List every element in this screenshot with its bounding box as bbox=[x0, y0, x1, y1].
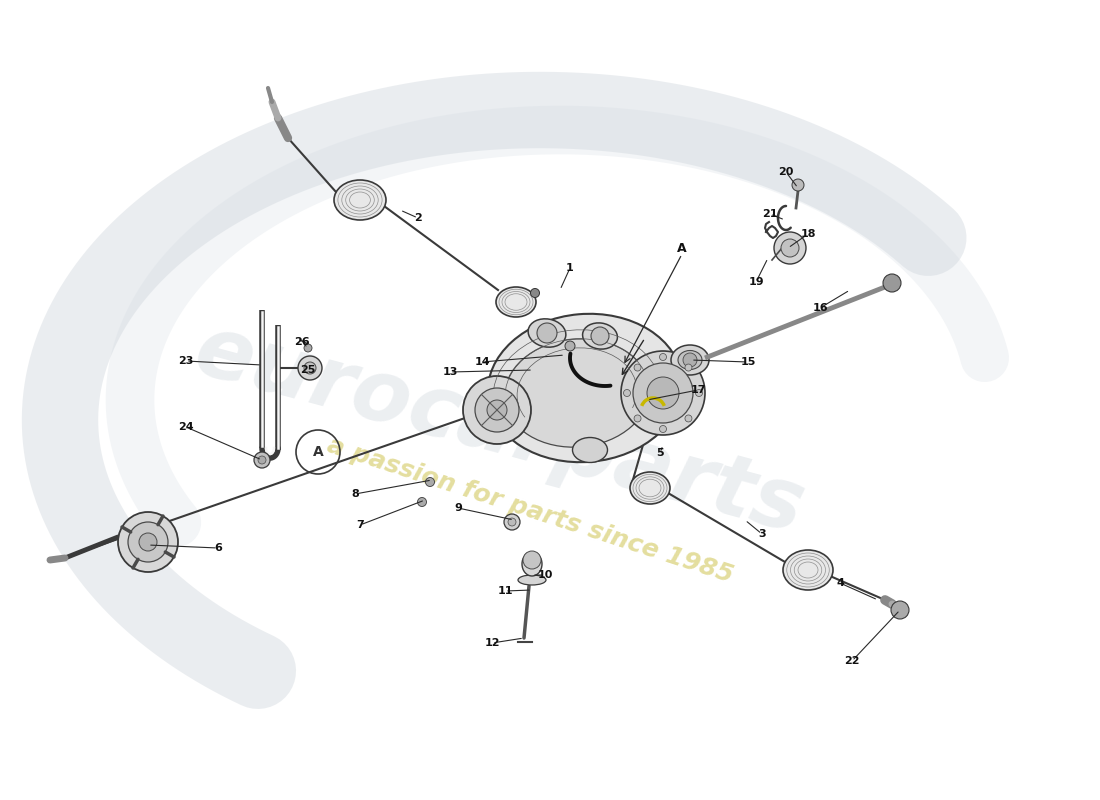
Ellipse shape bbox=[671, 345, 710, 375]
Text: 12: 12 bbox=[484, 638, 499, 648]
Text: 7: 7 bbox=[356, 520, 364, 530]
Text: 5: 5 bbox=[657, 448, 663, 458]
Circle shape bbox=[634, 415, 641, 422]
Circle shape bbox=[475, 388, 519, 432]
Text: 1: 1 bbox=[566, 263, 574, 273]
Circle shape bbox=[647, 377, 679, 409]
Circle shape bbox=[487, 400, 507, 420]
Text: 6: 6 bbox=[214, 543, 222, 553]
Text: 20: 20 bbox=[779, 167, 794, 177]
Circle shape bbox=[634, 364, 641, 371]
Text: 19: 19 bbox=[748, 277, 763, 287]
Text: 11: 11 bbox=[497, 586, 513, 596]
Text: 9: 9 bbox=[454, 503, 462, 513]
Circle shape bbox=[632, 363, 693, 423]
Circle shape bbox=[685, 364, 692, 371]
Circle shape bbox=[298, 356, 322, 380]
Text: 8: 8 bbox=[351, 489, 359, 499]
Text: 10: 10 bbox=[537, 570, 552, 580]
Ellipse shape bbox=[583, 323, 617, 349]
Text: 24: 24 bbox=[178, 422, 194, 432]
Text: A: A bbox=[312, 445, 323, 459]
Circle shape bbox=[537, 323, 557, 343]
Ellipse shape bbox=[505, 339, 649, 447]
Circle shape bbox=[128, 522, 168, 562]
Circle shape bbox=[522, 551, 541, 569]
Ellipse shape bbox=[572, 438, 607, 462]
Text: 4: 4 bbox=[836, 578, 844, 588]
Circle shape bbox=[304, 362, 316, 374]
Circle shape bbox=[660, 426, 667, 433]
Circle shape bbox=[118, 512, 178, 572]
Text: a passion for parts since 1985: a passion for parts since 1985 bbox=[323, 433, 736, 587]
Circle shape bbox=[463, 376, 531, 444]
Text: 21: 21 bbox=[762, 209, 778, 219]
Circle shape bbox=[254, 452, 270, 468]
Circle shape bbox=[508, 518, 516, 526]
Text: 3: 3 bbox=[758, 529, 766, 539]
Text: 22: 22 bbox=[845, 656, 860, 666]
Text: 16: 16 bbox=[812, 303, 828, 313]
Ellipse shape bbox=[678, 350, 702, 370]
Circle shape bbox=[624, 390, 630, 397]
Circle shape bbox=[426, 478, 434, 486]
Ellipse shape bbox=[528, 319, 565, 347]
Text: 17: 17 bbox=[691, 385, 706, 395]
Ellipse shape bbox=[334, 180, 386, 220]
Text: 14: 14 bbox=[474, 357, 490, 367]
Ellipse shape bbox=[487, 314, 682, 462]
Ellipse shape bbox=[522, 552, 542, 576]
Text: eurocarparts: eurocarparts bbox=[186, 309, 814, 551]
Ellipse shape bbox=[630, 472, 670, 504]
Circle shape bbox=[685, 415, 692, 422]
Text: 23: 23 bbox=[178, 356, 194, 366]
Circle shape bbox=[565, 341, 575, 351]
Text: 13: 13 bbox=[442, 367, 458, 377]
Text: A: A bbox=[678, 242, 686, 254]
Circle shape bbox=[683, 353, 697, 367]
Circle shape bbox=[591, 327, 609, 345]
Circle shape bbox=[304, 344, 312, 352]
Circle shape bbox=[695, 390, 703, 397]
Circle shape bbox=[774, 232, 806, 264]
Text: 26: 26 bbox=[294, 337, 310, 347]
Text: 18: 18 bbox=[801, 229, 816, 239]
Circle shape bbox=[621, 351, 705, 435]
Text: 15: 15 bbox=[740, 357, 756, 367]
Circle shape bbox=[504, 514, 520, 530]
Circle shape bbox=[418, 498, 427, 506]
Circle shape bbox=[792, 179, 804, 191]
Circle shape bbox=[258, 456, 266, 464]
Circle shape bbox=[139, 533, 157, 551]
Ellipse shape bbox=[518, 575, 546, 585]
Circle shape bbox=[883, 274, 901, 292]
Circle shape bbox=[660, 354, 667, 361]
Circle shape bbox=[530, 289, 539, 298]
Text: 25: 25 bbox=[300, 365, 316, 375]
Circle shape bbox=[781, 239, 799, 257]
Ellipse shape bbox=[496, 287, 536, 317]
Circle shape bbox=[891, 601, 909, 619]
Text: 2: 2 bbox=[414, 213, 422, 223]
Ellipse shape bbox=[783, 550, 833, 590]
